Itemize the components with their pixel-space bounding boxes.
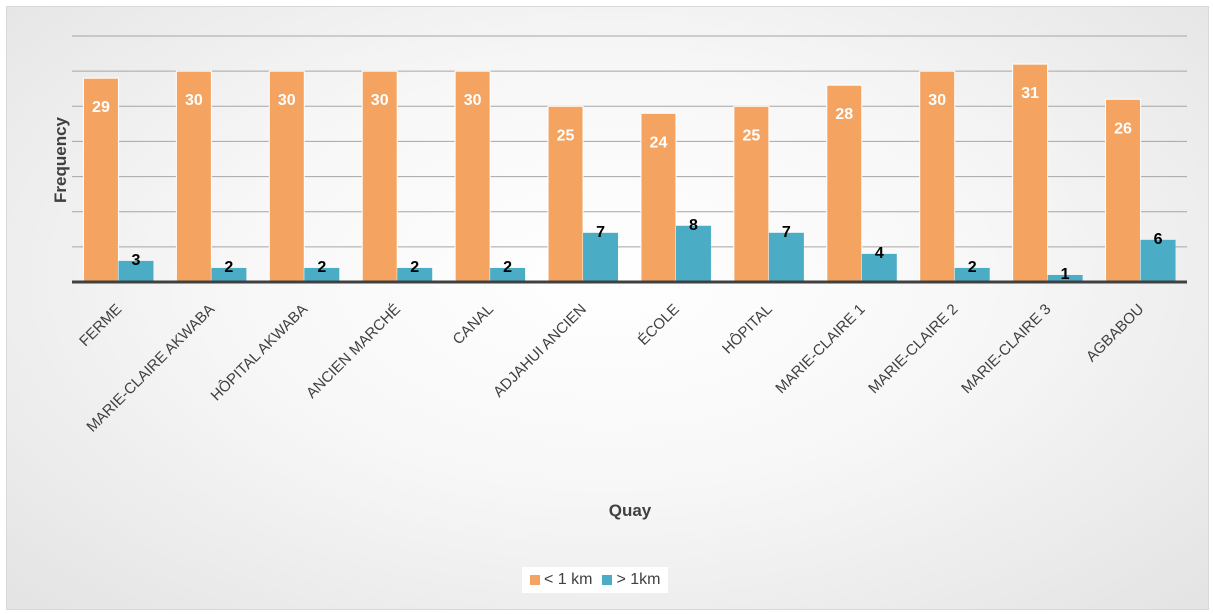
x-tick-label-6: ÉCOLE — [635, 301, 683, 349]
bar-lt1km-2 — [268, 70, 305, 283]
data-label-gt1km-4: 2 — [503, 259, 512, 276]
bar-gt1km-11 — [1140, 239, 1176, 282]
data-label-lt1km-5: 25 — [557, 127, 575, 144]
x-tick-label-4: CANAL — [450, 301, 497, 348]
bar-lt1km-6 — [640, 112, 677, 283]
data-label-lt1km-1: 30 — [185, 92, 203, 109]
bar-gt1km-6 — [675, 225, 711, 282]
bar-lt1km-5 — [547, 105, 584, 283]
y-axis-title: Frequency — [51, 116, 70, 203]
x-tick-label-5: ADJAHUI ANCIEN — [490, 301, 590, 401]
data-label-gt1km-6: 8 — [689, 217, 698, 234]
x-tick-label-8: MARIE-CLAIRE 1 — [772, 301, 868, 397]
legend-item-lt1km: < 1 km — [530, 571, 592, 589]
bar-gt1km-4 — [490, 267, 526, 282]
data-label-gt1km-10: 1 — [1061, 266, 1070, 283]
data-labels: 29 3 30 2 30 2 30 2 30 2 25 7 24 8 25 7 28 4 30 2 31 1 26 6 — [92, 85, 1163, 283]
data-label-gt1km-2: 2 — [317, 259, 326, 276]
bar-gt1km-7 — [768, 232, 804, 282]
legend-label-gt1km: > 1km — [616, 571, 661, 588]
x-tick-label-7: HÔPITAL — [719, 301, 776, 358]
bar-lt1km-0 — [82, 77, 119, 283]
data-label-gt1km-8: 4 — [875, 245, 884, 262]
data-label-lt1km-11: 26 — [1114, 120, 1132, 137]
bar-lt1km-10 — [1012, 63, 1049, 283]
legend-swatch-gt1km — [602, 575, 613, 585]
x-axis-title: Quay — [609, 501, 652, 520]
x-tick-label-11: AGBABOU — [1083, 301, 1147, 365]
bar-gt1km-3 — [397, 267, 433, 282]
x-tick-label-0: FERME — [76, 301, 125, 350]
legend-swatch-lt1km — [530, 575, 540, 585]
data-label-lt1km-9: 30 — [928, 92, 946, 109]
bar-gt1km-5 — [583, 232, 619, 282]
legend: < 1 km > 1km — [522, 567, 669, 593]
bar-lt1km-4 — [454, 70, 491, 283]
legend-label-lt1km: < 1 km — [544, 571, 593, 588]
data-label-lt1km-0: 29 — [92, 99, 110, 116]
bar-lt1km-9 — [919, 70, 956, 283]
data-label-lt1km-7: 25 — [742, 127, 760, 144]
data-label-gt1km-5: 7 — [596, 224, 605, 241]
data-label-lt1km-6: 24 — [650, 134, 668, 151]
data-label-gt1km-0: 3 — [132, 252, 141, 269]
data-label-lt1km-10: 31 — [1021, 85, 1039, 102]
data-label-lt1km-3: 30 — [371, 92, 389, 109]
data-label-gt1km-9: 2 — [968, 259, 977, 276]
bar-gt1km-10 — [1047, 274, 1083, 282]
data-label-gt1km-11: 6 — [1154, 231, 1163, 248]
bar-gt1km-1 — [211, 267, 247, 282]
gridlines — [72, 35, 1187, 248]
data-label-lt1km-2: 30 — [278, 92, 296, 109]
data-label-lt1km-8: 28 — [835, 106, 853, 123]
bar-lt1km-8 — [826, 84, 863, 283]
x-tick-label-10: MARIE-CLAIRE 3 — [958, 301, 1054, 397]
bar-gt1km-9 — [954, 267, 990, 282]
bar-gt1km-2 — [304, 267, 340, 282]
bar-lt1km-11 — [1105, 98, 1142, 283]
x-tick-label-3: ANCIEN MARCHÉ — [303, 301, 404, 402]
x-tick-label-9: MARIE-CLAIRE 2 — [865, 301, 961, 397]
bar-gt1km-0 — [118, 260, 154, 282]
legend-item-gt1km: > 1km — [602, 571, 660, 589]
data-label-gt1km-3: 2 — [410, 259, 419, 276]
bar-gt1km-8 — [861, 253, 897, 282]
x-tick-label-2: HÔPITAL AKWABA — [208, 301, 312, 405]
bar-lt1km-7 — [733, 105, 770, 283]
data-label-lt1km-4: 30 — [464, 92, 482, 109]
data-label-gt1km-1: 2 — [224, 259, 233, 276]
bars — [82, 63, 1176, 283]
data-label-gt1km-7: 7 — [782, 224, 791, 241]
